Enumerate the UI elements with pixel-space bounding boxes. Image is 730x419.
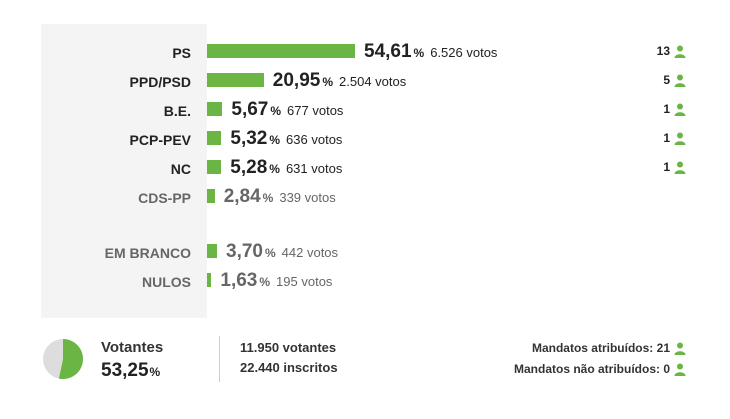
result-mandates: 1	[663, 160, 686, 174]
result-row: PS 54,61% 6.526 votos 13	[0, 41, 730, 64]
party-labels-panel	[41, 24, 207, 318]
result-bar	[207, 73, 264, 87]
result-mandates: 13	[657, 44, 686, 58]
result-bar	[207, 131, 222, 145]
result-votes: 6.526 votos	[430, 45, 498, 60]
result-votes: 631 votos	[285, 161, 343, 176]
result-mandates: 1	[663, 102, 686, 116]
result-percent: 5,28% 631 votos	[230, 157, 343, 178]
mandates-assigned-label: Mandatos atribuídos: 21	[531, 341, 670, 355]
result-bar	[207, 273, 212, 287]
result-percent: 54,61% 6.526 votos	[364, 41, 498, 62]
result-row: NC 5,28% 631 votos 1	[0, 157, 730, 180]
person-icon	[674, 132, 686, 145]
person-icon	[674, 363, 686, 376]
mandates-unassigned: Mandatos não atribuídos: 0	[514, 362, 686, 376]
turnout-label: Votantes	[101, 339, 164, 356]
result-votes: 2.504 votos	[339, 74, 407, 89]
party-name: PPD/PSD	[129, 74, 191, 90]
result-bar	[207, 102, 223, 116]
summary-divider	[219, 336, 220, 382]
result-mandates: 5	[663, 73, 686, 87]
result-row: PCP-PEV 5,32% 636 votos 1	[0, 128, 730, 151]
result-percent: 2,84% 339 votos	[223, 186, 336, 207]
result-mandates: 1	[663, 131, 686, 145]
result-votes: 442 votos	[281, 245, 339, 260]
person-icon	[674, 103, 686, 116]
result-percent: 20,95% 2.504 votos	[272, 70, 407, 91]
mandates-assigned: Mandatos atribuídos: 21	[532, 341, 686, 355]
party-name: PCP-PEV	[129, 132, 191, 148]
person-icon	[674, 161, 686, 174]
turnout-pie	[43, 339, 84, 379]
registered-count: 22.440 inscritos	[240, 360, 338, 375]
result-row: NULOS 1,63% 195 votos	[0, 270, 730, 293]
party-name: NULOS	[142, 274, 191, 290]
result-votes: 339 votos	[279, 190, 336, 205]
party-name: B.E.	[163, 103, 191, 119]
result-percent: 1,63% 195 votos	[220, 270, 333, 291]
result-row: CDS-PP 2,84% 339 votos	[0, 186, 730, 209]
person-icon	[674, 74, 686, 87]
party-name: CDS-PP	[138, 190, 191, 206]
result-bar	[207, 44, 355, 58]
result-row: EM BRANCO 3,70% 442 votos	[0, 241, 730, 264]
voters-count: 11.950 votantes	[240, 340, 337, 355]
result-percent: 5,67% 677 votos	[231, 99, 344, 120]
result-percent: 3,70% 442 votos	[226, 241, 339, 262]
turnout-percent: 53,25%	[101, 360, 161, 381]
result-percent: 5,32% 636 votos	[230, 128, 343, 149]
person-icon	[674, 342, 686, 355]
person-icon	[674, 45, 686, 58]
result-bar	[207, 189, 215, 203]
party-name: PS	[172, 45, 191, 61]
party-name: EM BRANCO	[104, 245, 191, 261]
result-row: B.E. 5,67% 677 votos 1	[0, 99, 730, 122]
party-name: NC	[170, 161, 191, 177]
result-bar	[207, 244, 217, 258]
turnout-pie-slice	[58, 339, 84, 379]
result-votes: 677 votos	[287, 103, 344, 118]
result-votes: 195 votos	[276, 274, 333, 289]
result-row: PPD/PSD 20,95% 2.504 votos 5	[0, 70, 730, 93]
result-votes: 636 votos	[286, 132, 343, 147]
result-bar	[207, 160, 222, 174]
mandates-unassigned-label: Mandatos não atribuídos: 0	[513, 362, 670, 376]
